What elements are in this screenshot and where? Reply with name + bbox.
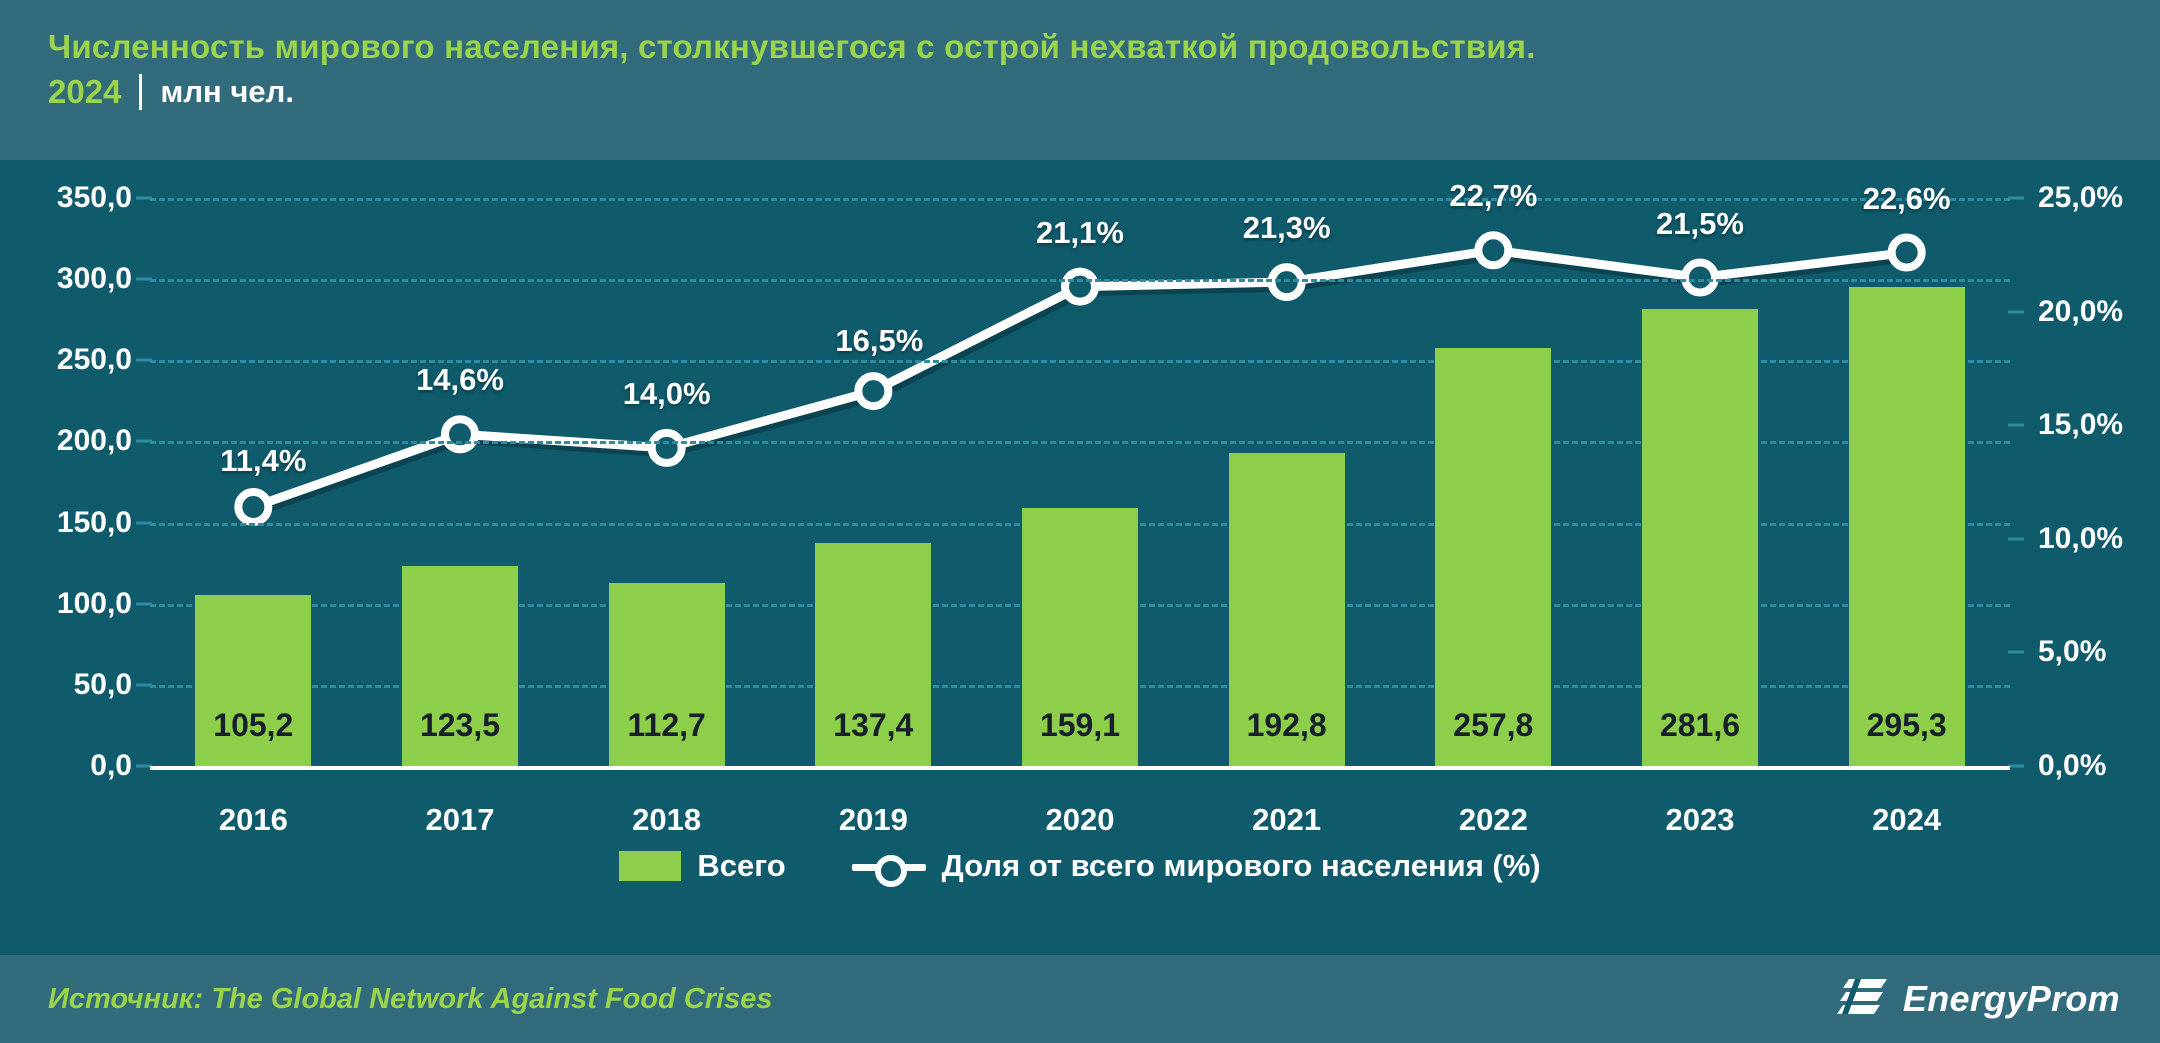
title-year: 2024 xyxy=(48,73,122,111)
chart-area: 350,0 300,0 250,0 200,0 150,0 100,0 50,0 0,0 25,… xyxy=(0,160,2160,930)
y-axis-left-tick-label: 200,0 xyxy=(56,424,132,458)
y-axis-right-tick-label: 25,0% xyxy=(2038,181,2124,214)
line-value-label: 14,6% xyxy=(416,362,504,398)
line-marker[interactable] xyxy=(1681,258,1719,297)
y-axis-right-tick xyxy=(2008,764,2024,768)
line-marker[interactable] xyxy=(647,428,686,467)
y-axis-right-tick-label: 5,0% xyxy=(2038,635,2107,669)
line-value-label: 21,5% xyxy=(1656,205,1744,241)
bar[interactable]: 192,8 xyxy=(1228,453,1345,766)
y-axis-right-tick-label: 15,0% xyxy=(2038,408,2124,442)
bar[interactable]: 281,6 xyxy=(1642,309,1758,766)
y-axis-left-tick xyxy=(136,521,152,525)
page-title: Численность мирового населения, столкнув… xyxy=(48,28,1536,65)
bar[interactable]: 123,5 xyxy=(402,565,518,766)
bar[interactable]: 295,3 xyxy=(1848,286,1965,766)
x-axis-tick-label: 2024 xyxy=(1872,802,1942,837)
x-axis-tick-label: 2016 xyxy=(218,802,288,837)
y-axis-right-tick xyxy=(2008,310,2024,314)
y-axis-right-tick xyxy=(2008,650,2024,654)
y-axis-right-tick xyxy=(2008,537,2024,541)
x-axis-tick-label: 2017 xyxy=(425,802,495,837)
gridline xyxy=(150,360,2010,364)
x-axis-tick-label: 2018 xyxy=(632,802,702,837)
brand-name: EnergyProm xyxy=(1902,978,2120,1019)
legend-item-share[interactable]: Доля от всего мирового населения (%) xyxy=(851,848,1541,887)
y-axis-left-tick-label: 350,0 xyxy=(56,181,132,214)
x-axis-tick-label: 2022 xyxy=(1458,802,1528,837)
x-axis-tick-label: 2021 xyxy=(1252,802,1322,837)
y-axis-left-tick-label: 150,0 xyxy=(56,505,132,539)
line-marker[interactable] xyxy=(234,487,273,526)
legend-line-marker-icon xyxy=(851,853,926,887)
legend-item-total[interactable]: Всего xyxy=(619,848,786,884)
y-axis-right-tick-label: 0,0% xyxy=(2038,749,2107,782)
x-axis-tick-label: 2020 xyxy=(1045,802,1115,837)
y-axis-left-tick xyxy=(136,358,152,362)
y-axis-left-tick-label: 300,0 xyxy=(56,262,132,296)
y-axis-right-tick xyxy=(2008,196,2024,200)
energyprom-logo-icon xyxy=(1836,979,1887,1014)
line-marker[interactable] xyxy=(1061,267,1099,306)
y-axis-left-tick xyxy=(136,277,152,281)
brand[interactable]: EnergyProm xyxy=(1836,975,2120,1023)
line-value-label: 11,4% xyxy=(220,442,307,478)
title-unit: млн чел. xyxy=(160,74,294,110)
gridline xyxy=(150,441,2010,445)
plot-region: 350,0 300,0 250,0 200,0 150,0 100,0 50,0 0,0 25,… xyxy=(57,178,2123,837)
y-axis-left-tick-label: 0,0 xyxy=(90,749,132,782)
title-divider xyxy=(139,74,143,111)
y-axis-right-tick xyxy=(2008,423,2024,427)
x-axis-baseline xyxy=(150,766,2010,770)
line-marker[interactable] xyxy=(1887,233,1926,272)
line-value-label: 22,7% xyxy=(1449,178,1538,214)
legend: Всего Доля от всего мирового населения (… xyxy=(0,848,2160,887)
legend-label-total: Всего xyxy=(697,848,786,883)
bar[interactable]: 159,1 xyxy=(1022,507,1138,766)
title-subline: 2024 млн чел. xyxy=(48,73,2160,111)
line-value-label: 21,1% xyxy=(1036,214,1124,250)
y-axis-left-tick xyxy=(136,602,152,606)
bar-value-label: 257,8 xyxy=(1453,707,1534,743)
bar-value-label: 159,1 xyxy=(1039,707,1121,743)
y-axis-left-tick-label: 50,0 xyxy=(73,667,132,701)
x-axis-tick-label: 2023 xyxy=(1665,802,1735,837)
bar-value-label: 192,8 xyxy=(1246,707,1327,743)
line-value-label: 14,0% xyxy=(622,375,711,411)
y-axis-left-tick-label: 100,0 xyxy=(56,586,132,620)
legend-swatch-bar-icon xyxy=(619,851,682,881)
bar[interactable]: 105,2 xyxy=(195,595,312,766)
line-value-label: 16,5% xyxy=(835,323,924,359)
line-marker[interactable] xyxy=(854,372,893,411)
y-axis-right-tick-label: 10,0% xyxy=(2038,521,2124,555)
line-value-label: 22,6% xyxy=(1862,180,1951,216)
bar-value-label: 112,7 xyxy=(627,707,706,743)
bar-value-label: 281,6 xyxy=(1659,707,1741,743)
bar-value-label: 295,3 xyxy=(1866,707,1947,743)
bar[interactable]: 112,7 xyxy=(608,583,725,766)
footer: Источник: The Global Network Against Foo… xyxy=(0,955,2160,1043)
line-marker[interactable] xyxy=(1474,231,1513,270)
y-axis-right-tick-label: 20,0% xyxy=(2038,294,2124,328)
source-note: Источник: The Global Network Against Foo… xyxy=(48,982,773,1015)
legend-label-share: Доля от всего мирового населения (%) xyxy=(941,848,1541,883)
bar-value-label: 123,5 xyxy=(419,707,501,743)
bar-value-label: 105,2 xyxy=(213,707,294,743)
gridline xyxy=(150,198,2010,201)
y-axis-left-tick-label: 250,0 xyxy=(56,343,132,377)
bar-value-label: 137,4 xyxy=(833,707,914,743)
y-axis-left-tick xyxy=(136,683,152,687)
bar[interactable]: 257,8 xyxy=(1435,347,1552,766)
line-marker[interactable] xyxy=(441,415,479,454)
gridline xyxy=(150,279,2010,283)
y-axis-left-tick xyxy=(136,196,152,200)
bar[interactable]: 137,4 xyxy=(815,543,932,766)
y-axis-left-tick xyxy=(136,439,152,443)
y-axis-left-tick xyxy=(136,764,152,768)
line-value-label: 21,3% xyxy=(1242,210,1331,246)
x-axis-tick-label: 2019 xyxy=(838,802,908,837)
header: Численность мирового населения, столкнув… xyxy=(0,0,2160,160)
